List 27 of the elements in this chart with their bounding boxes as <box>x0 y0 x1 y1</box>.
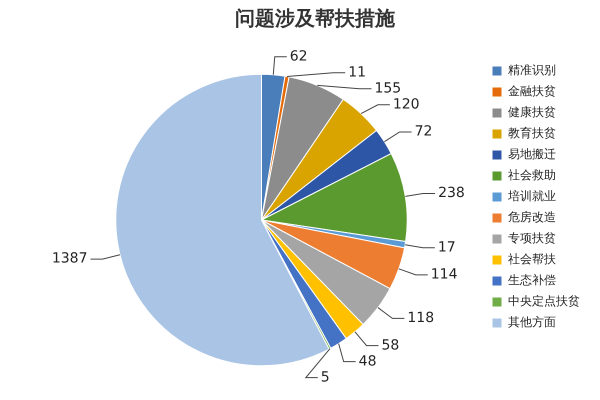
data-label: 118 <box>407 310 434 326</box>
data-label: 120 <box>392 96 420 112</box>
legend-label: 生态补偿 <box>508 273 556 288</box>
data-label: 48 <box>358 353 376 370</box>
legend-label: 中央定点扶贫 <box>508 294 580 308</box>
data-label: 1387 <box>52 250 88 267</box>
legend-label: 专项扶贫 <box>508 231 556 246</box>
chart-title: 问题涉及帮扶措施 <box>235 6 395 30</box>
legend-label: 精准识别 <box>508 63 556 78</box>
data-label: 17 <box>438 239 456 256</box>
legend-label: 危房改造 <box>508 210 556 224</box>
data-label: 58 <box>382 337 400 354</box>
data-label: 72 <box>414 124 432 140</box>
legend-label: 易地搬迁 <box>508 147 556 162</box>
legend-label: 教育扶贫 <box>508 126 556 140</box>
data-label: 155 <box>374 80 402 96</box>
legend-label: 社会帮扶 <box>508 252 556 266</box>
data-label: 5 <box>320 369 330 386</box>
legend-label: 社会救助 <box>508 168 556 182</box>
legend-label: 健康扶贫 <box>508 105 556 120</box>
legend-label: 培训就业 <box>507 189 556 204</box>
data-label: 114 <box>430 266 458 282</box>
legend-label: 其他方面 <box>508 315 556 330</box>
legend-label: 金融扶贫 <box>508 84 556 98</box>
data-label: 238 <box>438 185 465 202</box>
data-label: 62 <box>290 48 308 64</box>
data-label: 11 <box>348 64 366 80</box>
